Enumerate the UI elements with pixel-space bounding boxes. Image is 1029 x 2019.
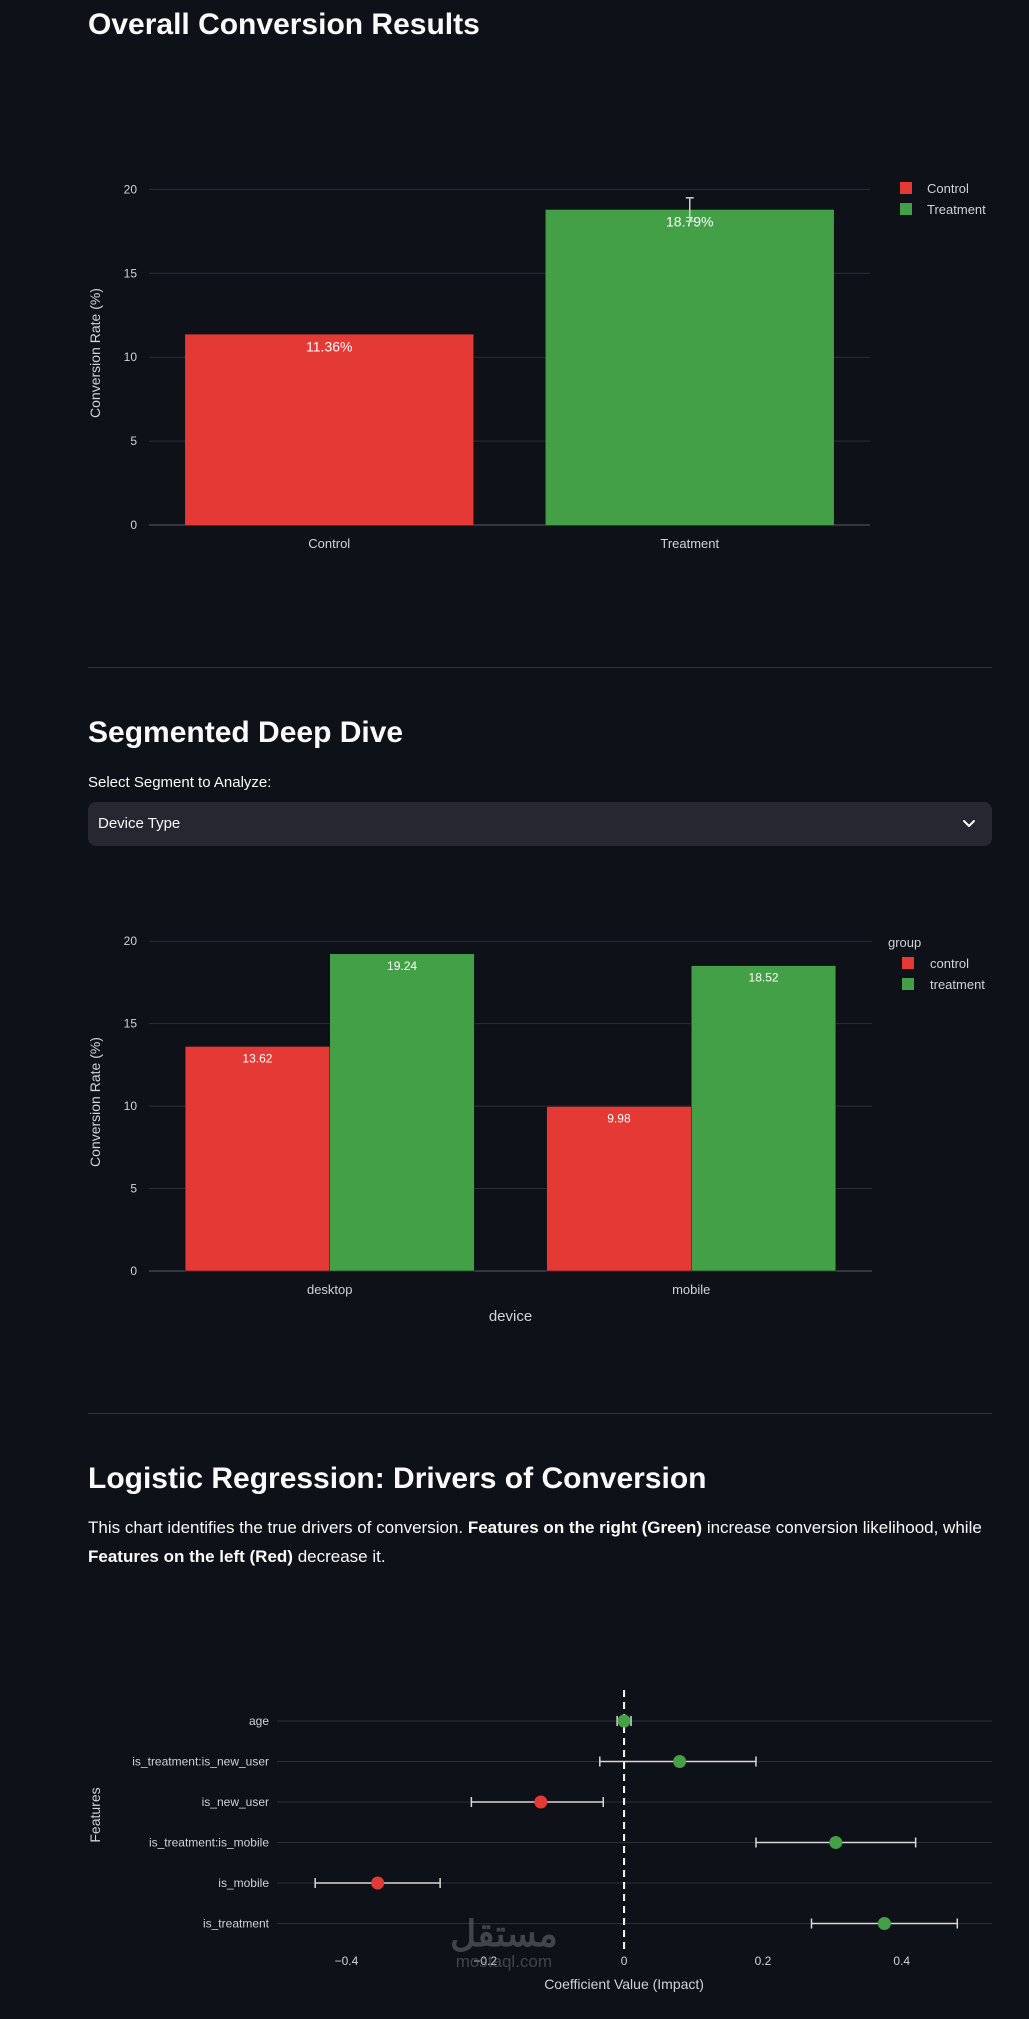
x-axis-label: Coefficient Value (Impact) [544, 1976, 704, 1992]
segment-title: Segmented Deep Dive [88, 716, 404, 749]
section-divider [88, 1413, 992, 1414]
coef-point-is_treatment [877, 1917, 891, 1930]
x-tick-label: Control [308, 536, 350, 551]
feature-label: is_treatment:is_mobile [149, 1836, 269, 1850]
x-axis-label: device [489, 1308, 532, 1325]
watermark-logo: مستقل mostaql.com [450, 1913, 558, 1971]
bar-data-label: 18.52 [749, 971, 779, 985]
bar-treatment [545, 209, 834, 525]
bar-data-label: 19.24 [387, 959, 417, 973]
y-tick-label: 5 [130, 1182, 137, 1196]
segment-conversion-chart: 0 5 10 15 20 Conversion Rate (%) 13.62 19.24 des… [88, 934, 985, 1325]
segment-select-label: Select Segment to Analyze: [88, 774, 272, 791]
y-tick-label: 20 [124, 934, 138, 948]
chevron-down-icon [960, 814, 978, 837]
y-tick-label: 0 [130, 1264, 137, 1278]
x-tick-label: −0.4 [335, 1954, 359, 1968]
y-tick-label: 0 [130, 518, 137, 532]
feature-label: is_mobile [218, 1876, 269, 1890]
x-tick-label: 0 [621, 1954, 628, 1968]
segment-select-value: Device Type [98, 815, 181, 832]
legend-swatch [902, 978, 914, 990]
x-tick-label: Treatment [660, 536, 719, 551]
bar-data-label: 13.62 [242, 1051, 272, 1065]
section-divider [88, 667, 992, 668]
feature-label: is_new_user [202, 1795, 269, 1809]
x-tick-label: −0.2 [473, 1954, 497, 1968]
legend-label: control [930, 956, 969, 971]
legend-swatch [900, 182, 912, 194]
coef-point-is_new_user [534, 1795, 548, 1809]
x-tick-label: 0.2 [755, 1954, 772, 1968]
overall-title: Overall Conversion Results [88, 8, 480, 41]
feature-label: is_treatment [203, 1917, 270, 1931]
bar-desktop-treatment [329, 953, 475, 1272]
bar-mobile-treatment [691, 965, 837, 1272]
legend-swatch [900, 203, 912, 215]
y-axis-label: Features [88, 1787, 103, 1842]
coef-point-is_mobile [371, 1876, 385, 1890]
x-tick-label: mobile [672, 1282, 710, 1297]
regression-coefficient-chart: age is_treatment:is_new_user is_new_useris… [88, 1690, 992, 1992]
coef-point-age [617, 1714, 631, 1728]
legend-label: treatment [930, 977, 985, 992]
legend-swatch [902, 957, 914, 969]
bar-control [185, 334, 474, 525]
y-tick-label: 20 [124, 182, 138, 196]
y-tick-label: 10 [124, 1099, 138, 1113]
y-tick-label: 15 [124, 1017, 138, 1031]
y-tick-label: 15 [124, 266, 138, 280]
regression-description: This chart identifies the true drivers o… [88, 1518, 982, 1566]
coef-point-is_treatment-is_new_user [673, 1755, 687, 1768]
x-tick-label: desktop [307, 1282, 353, 1297]
overall-conversion-chart: 0 5 10 15 20 Conversion Rate (%) 11.36% Control… [88, 181, 986, 551]
feature-label: age [249, 1714, 269, 1728]
legend-label: Control [927, 181, 969, 196]
x-tick-label: 0.4 [893, 1954, 910, 1968]
legend-label: Treatment [927, 202, 986, 217]
coef-point-is_treatment-is_mobile [829, 1836, 843, 1849]
y-tick-label: 10 [124, 350, 138, 364]
y-tick-label: 5 [130, 434, 137, 448]
bar-data-label: 11.36% [306, 338, 352, 354]
bar-data-label: 9.98 [607, 1111, 631, 1125]
bar-mobile-control [546, 1106, 692, 1272]
regression-title: Logistic Regression: Drivers of Conversi… [88, 1462, 707, 1495]
legend-title: group [888, 935, 921, 950]
y-axis-label: Conversion Rate (%) [88, 288, 103, 418]
segment-select[interactable]: Device Type [88, 802, 992, 846]
y-axis-label: Conversion Rate (%) [88, 1037, 103, 1167]
feature-label: is_treatment:is_new_user [132, 1755, 269, 1769]
bar-desktop-control [184, 1046, 331, 1272]
